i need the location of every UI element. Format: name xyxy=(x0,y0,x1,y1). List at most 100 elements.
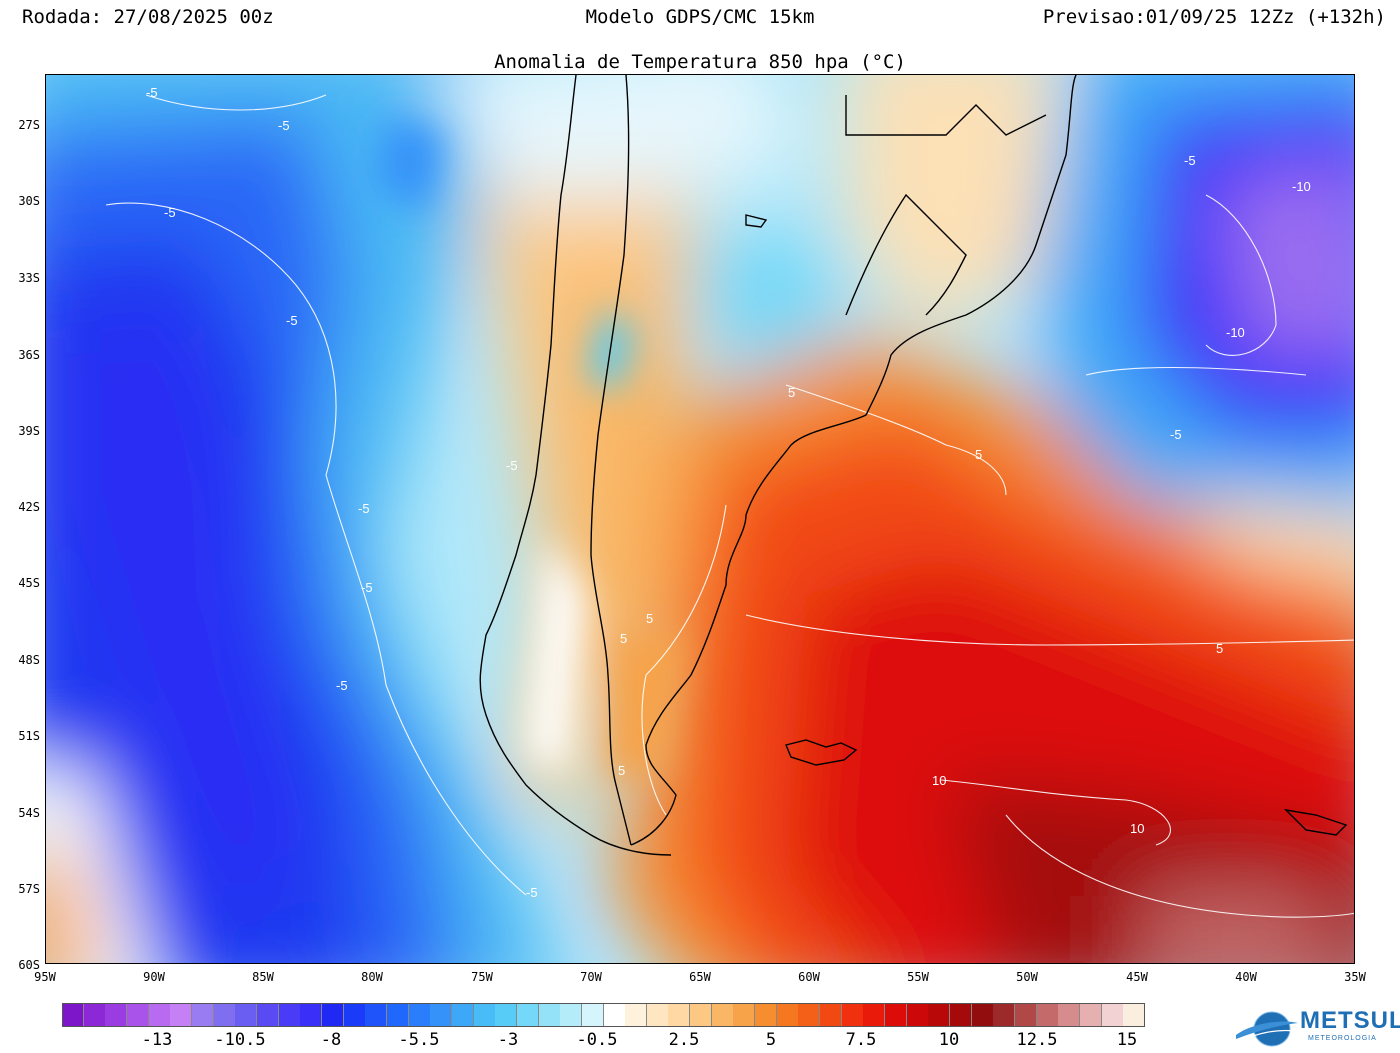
colorbar-swatch xyxy=(430,1003,453,1027)
lon-label: 65W xyxy=(689,970,711,984)
contour-label: -5 xyxy=(286,313,298,328)
contour-label: 10 xyxy=(932,773,946,788)
lat-label: 57S xyxy=(18,882,40,896)
contour-label: 5 xyxy=(618,763,625,778)
colorbar-swatch xyxy=(105,1003,128,1027)
colorbar-swatch xyxy=(603,1003,626,1027)
colorbar-swatch xyxy=(170,1003,193,1027)
contour-label: 5 xyxy=(788,385,795,400)
lat-label: 60S xyxy=(18,958,40,972)
colorbar-swatch xyxy=(863,1003,886,1027)
map-title: Anomalia de Temperatura 850 hpa (°C) xyxy=(494,51,906,73)
coastlines xyxy=(479,75,1348,856)
colorbar-swatch xyxy=(906,1003,929,1027)
lat-label: 45S xyxy=(18,576,40,590)
lat-label: 33S xyxy=(18,271,40,285)
lon-label: 80W xyxy=(361,970,383,984)
colorbar-label: -10.5 xyxy=(214,1030,266,1050)
colorbar-swatch xyxy=(1058,1003,1081,1027)
colorbar-swatch xyxy=(581,1003,604,1027)
colorbar-label: 5 xyxy=(765,1030,777,1050)
lon-label: 70W xyxy=(580,970,602,984)
colorbar-swatch xyxy=(278,1003,301,1027)
anomaly-field xyxy=(46,75,1354,963)
contour-label: -5 xyxy=(278,118,290,133)
colorbar-swatch xyxy=(126,1003,149,1027)
colorbar-swatch xyxy=(1015,1003,1038,1027)
colorbar-swatch xyxy=(798,1003,821,1027)
colorbar-swatch xyxy=(885,1003,908,1027)
colorbar-swatch xyxy=(668,1003,691,1027)
contour-label: -5 xyxy=(526,885,538,900)
colorbar-swatch xyxy=(711,1003,734,1027)
colorbar-label: 12.5 xyxy=(1016,1030,1058,1050)
colorbar-label: 10 xyxy=(938,1030,960,1050)
colorbar-swatch xyxy=(191,1003,214,1027)
colorbar-swatch xyxy=(646,1003,669,1027)
contour-lines xyxy=(105,94,1354,918)
contour-label: -5 xyxy=(164,205,176,220)
contour-label: -5 xyxy=(1184,153,1196,168)
colorbar-swatch xyxy=(386,1003,409,1027)
colorbar-swatch xyxy=(1080,1003,1103,1027)
colorbar-swatch xyxy=(300,1003,323,1027)
colorbar-swatch xyxy=(495,1003,518,1027)
colorbar-swatch xyxy=(971,1003,994,1027)
colorbar-swatch xyxy=(365,1003,388,1027)
colorbar-swatch xyxy=(820,1003,843,1027)
lon-label: 95W xyxy=(34,970,56,984)
colorbar-swatch xyxy=(321,1003,344,1027)
colorbar-swatch xyxy=(625,1003,648,1027)
contour-label: -10 xyxy=(1226,325,1245,340)
lat-label: 42S xyxy=(18,500,40,514)
contour-label: -5 xyxy=(506,458,518,473)
colorbar-swatch xyxy=(538,1003,561,1027)
colorbar-swatch xyxy=(993,1003,1016,1027)
lon-label: 40W xyxy=(1235,970,1257,984)
colorbar-label: -5.5 xyxy=(398,1030,440,1050)
run-label: Rodada: 27/08/2025 00z xyxy=(22,6,274,28)
colorbar-label: -3 xyxy=(497,1030,519,1050)
colorbar-swatch xyxy=(1101,1003,1124,1027)
contour-label: 5 xyxy=(620,631,627,646)
colorbar-swatch xyxy=(950,1003,973,1027)
contour-label: -5 xyxy=(146,85,158,100)
colorbar-swatch xyxy=(560,1003,583,1027)
colorbar-swatch xyxy=(451,1003,474,1027)
lon-label: 45W xyxy=(1126,970,1148,984)
colorbar-label: 7.5 xyxy=(845,1030,877,1050)
contour-label: 5 xyxy=(646,611,653,626)
contour-label: -5 xyxy=(361,580,373,595)
contour-label: -5 xyxy=(358,501,370,516)
lat-label: 30S xyxy=(18,194,40,208)
lat-label: 48S xyxy=(18,653,40,667)
colorbar-label: -13 xyxy=(141,1030,173,1050)
lon-label: 60W xyxy=(798,970,820,984)
colorbar-label: 15 xyxy=(1116,1030,1138,1050)
colorbar-swatch xyxy=(516,1003,539,1027)
colorbar-swatch xyxy=(1123,1003,1146,1027)
globe-icon xyxy=(1236,1011,1298,1047)
colorbar-swatch xyxy=(755,1003,778,1027)
contour-label: -5 xyxy=(336,678,348,693)
contour-label: -5 xyxy=(1170,427,1182,442)
temperature-anomaly-map[interactable]: -5 -5 -5 -5 -5 -5 -5 -5 -5 -5 -10 -10 5 … xyxy=(45,74,1355,964)
colorbar-label: -8 xyxy=(320,1030,342,1050)
colorbar-swatch xyxy=(408,1003,431,1027)
colorbar-swatch xyxy=(776,1003,799,1027)
lat-label: 36S xyxy=(18,348,40,362)
colorbar-swatch xyxy=(733,1003,756,1027)
colorbar-swatch xyxy=(1036,1003,1059,1027)
colorbar-swatch xyxy=(473,1003,496,1027)
logo-subtitle: METEOROLOGIA xyxy=(1308,1035,1377,1042)
lon-label: 35W xyxy=(1344,970,1366,984)
metsul-logo: METSUL METEOROLOGIA xyxy=(1232,1005,1400,1049)
lon-label: 75W xyxy=(471,970,493,984)
contour-label: 10 xyxy=(1130,821,1144,836)
lon-label: 90W xyxy=(143,970,165,984)
lat-label: 39S xyxy=(18,424,40,438)
colorbar-swatch xyxy=(235,1003,258,1027)
colorbar-swatch xyxy=(343,1003,366,1027)
contour-label: 5 xyxy=(975,447,982,462)
forecast-label: Previsao:01/09/25 12Zz (+132h) xyxy=(1042,6,1386,28)
